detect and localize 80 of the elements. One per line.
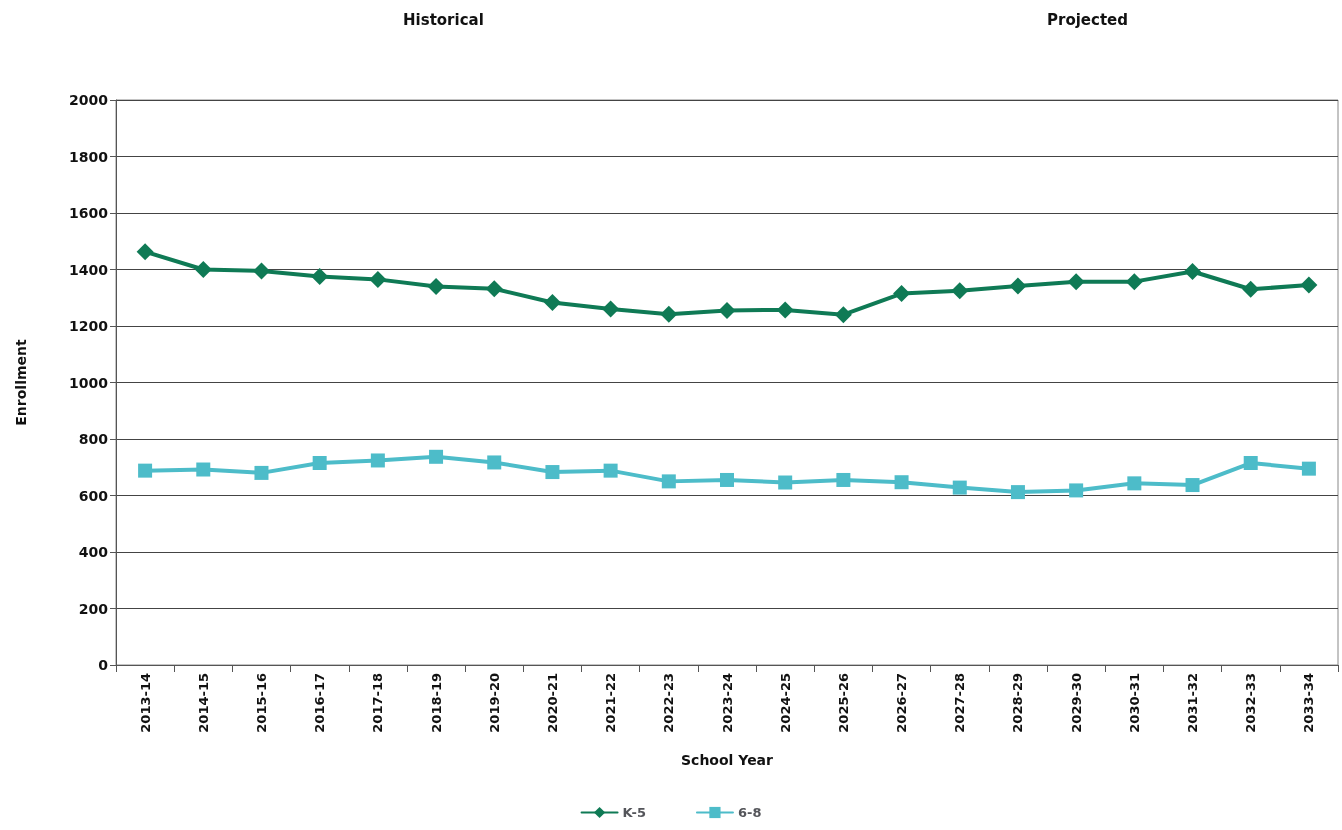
x-tick-label: 2015-16 [253,673,269,733]
point [1242,280,1260,298]
x-tick-label: 2020-21 [544,673,560,733]
point [487,455,502,470]
x-tick-label: 2032-33 [1243,673,1259,733]
point [603,463,618,478]
legend-label: 6-8 [737,805,762,820]
y-tick-label: 1400 [69,261,109,278]
point [834,306,852,324]
point [1009,277,1027,295]
x-tick-label: 2017-18 [370,673,386,733]
x-tick-label: 2030-31 [1126,673,1142,733]
point [778,475,793,490]
point [776,301,794,319]
x-tick-label: 2018-19 [428,673,444,733]
point [660,305,678,323]
text: Projected [1047,10,1128,29]
point [485,280,503,298]
point [1127,476,1142,491]
point [1301,461,1316,476]
x-tick-label: 2033-34 [1301,673,1317,733]
legend-label: K-5 [622,805,646,820]
y-axis-title: Enrollment [13,339,29,426]
point [1069,483,1084,498]
point [1125,273,1143,291]
x-tick-label: 2013-14 [137,673,153,733]
point [254,465,269,480]
point [312,456,327,471]
point [1300,276,1318,294]
point [952,480,967,495]
point [429,449,444,464]
x-axis-title: School Year [681,752,774,768]
y-tick-label: 2000 [69,92,109,108]
point [951,282,969,300]
point [1184,262,1202,280]
x-tick-label: 2014-15 [195,673,211,733]
point [1243,456,1258,471]
point [894,475,909,490]
y-tick-label: 1000 [69,374,109,391]
x-tick-label: 2029-30 [1068,673,1084,733]
point [138,463,153,478]
point [1010,485,1025,500]
point [545,465,560,480]
y-tick-label: 1200 [69,318,109,334]
y-tick-label: 1600 [69,205,109,221]
point [893,285,911,303]
point [720,472,734,487]
y-tick-label: 800 [78,431,109,447]
x-tick-label: 2028-29 [1010,673,1026,733]
x-tick-label: 2031-32 [1185,673,1201,733]
point [543,294,561,312]
y-tick-label: 400 [78,544,109,560]
text: Historical [403,10,484,29]
point [252,262,270,280]
y-tick-label: 200 [78,600,109,617]
point [196,462,211,477]
point [427,277,445,295]
x-tick-label: 2019-20 [486,673,502,733]
point [718,301,736,319]
x-tick-label: 2022-23 [661,673,677,733]
y-tick-label: 600 [78,487,109,504]
x-tick-label: 2026-27 [894,673,910,733]
point [194,261,212,278]
point [602,300,620,318]
x-tick-label: 2016-17 [312,673,328,733]
point [136,243,154,261]
point [1185,478,1200,493]
point [369,270,387,288]
point [661,474,676,489]
x-tick-label: 2027-28 [952,673,968,733]
y-tick-label: 0 [98,657,109,673]
point [1067,273,1085,291]
x-tick-label: 2025-26 [835,673,851,733]
x-tick-label: 2024-25 [777,673,793,733]
x-tick-label: 2023-24 [719,673,735,733]
point [311,268,329,286]
x-tick-label: 2021-22 [603,673,619,733]
point [370,453,385,468]
point [836,472,851,487]
y-tick-label: 1800 [69,148,109,165]
